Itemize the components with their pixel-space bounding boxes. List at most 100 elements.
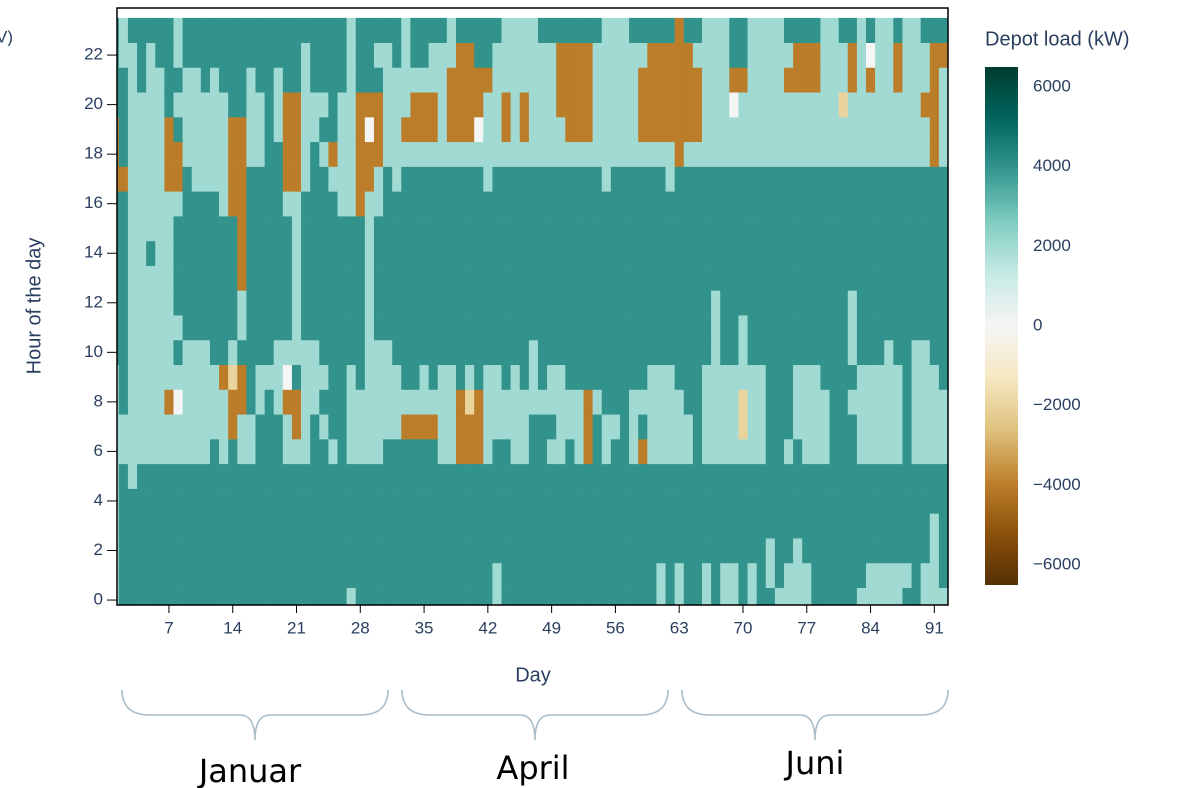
heatmap-cell [428, 414, 439, 440]
heatmap-cell [683, 463, 694, 489]
heatmap-cell [893, 339, 903, 366]
heatmap-cell [209, 414, 220, 440]
heatmap-cell [446, 216, 457, 242]
heatmap-cell [875, 116, 885, 143]
heatmap-cell [902, 240, 912, 266]
heatmap-cell [774, 92, 785, 118]
heatmap-cell [929, 290, 940, 316]
heatmap-cell [465, 364, 475, 390]
heatmap-cell [355, 216, 366, 242]
heatmap-cell [565, 92, 575, 118]
heatmap-cell [501, 414, 511, 440]
heatmap-cell [802, 290, 812, 316]
heatmap-cell [117, 315, 120, 341]
heatmap-cell [747, 463, 757, 489]
heatmap-cell [601, 587, 612, 605]
heatmap-cell [911, 587, 921, 605]
heatmap-cell [647, 562, 657, 588]
heatmap-cell [301, 67, 311, 93]
heatmap-cell [665, 92, 675, 118]
heatmap-cell [592, 116, 603, 143]
heatmap-cell [137, 42, 147, 68]
heatmap-cell [419, 463, 429, 489]
heatmap-cell [938, 240, 948, 266]
heatmap-cell [492, 17, 502, 43]
heatmap-cell [200, 587, 211, 605]
heatmap-cell [492, 191, 502, 217]
heatmap-cell [756, 463, 767, 489]
heatmap-cell [146, 17, 156, 43]
heatmap-cell [711, 463, 721, 489]
heatmap-cell [364, 67, 375, 93]
heatmap-cell [938, 92, 948, 118]
heatmap-cell [701, 562, 712, 588]
heatmap-cell [191, 414, 202, 440]
heatmap-cell [346, 290, 357, 316]
heatmap-cell [802, 67, 812, 93]
heatmap-cell [793, 414, 803, 440]
heatmap-cell [410, 389, 420, 415]
heatmap-cell [173, 17, 183, 43]
heatmap-cell [884, 67, 894, 93]
heatmap-cell [310, 587, 320, 605]
heatmap-cell [355, 562, 366, 588]
heatmap-cell [282, 364, 293, 390]
heatmap-cell [364, 538, 375, 564]
heatmap-cell [118, 116, 129, 143]
heatmap-cell [246, 414, 256, 440]
heatmap-cell [765, 587, 776, 605]
heatmap-cell [146, 488, 156, 514]
heatmap-cell [875, 439, 885, 465]
heatmap-cell [310, 315, 320, 341]
heatmap-cell [774, 538, 785, 564]
heatmap-cell [164, 67, 174, 93]
heatmap-cell [519, 92, 530, 118]
heatmap-cell [519, 116, 530, 143]
heatmap-cell [747, 92, 757, 118]
heatmap-cell [392, 513, 402, 539]
heatmap-cell [938, 364, 948, 390]
heatmap-cell [264, 42, 275, 68]
heatmap-cell [492, 141, 502, 167]
heatmap-cell [392, 116, 402, 143]
heatmap-cell [610, 240, 621, 266]
heatmap-cell [647, 414, 657, 440]
heatmap-cell [419, 290, 429, 316]
heatmap-cell [856, 166, 867, 192]
heatmap-cell [856, 191, 867, 217]
heatmap-cell [884, 290, 894, 316]
heatmap-cell [865, 240, 876, 266]
x-tick-label: 56 [606, 618, 625, 637]
colorbar [985, 67, 1018, 585]
heatmap-cell [501, 315, 511, 341]
heatmap-cell [264, 389, 275, 415]
heatmap-cell [829, 166, 839, 192]
heatmap-cell [510, 92, 521, 118]
heatmap-cell [774, 414, 785, 440]
heatmap-cell [337, 290, 347, 316]
heatmap-cell [701, 538, 712, 564]
heatmap-cell [117, 538, 120, 564]
heatmap-cell [738, 42, 748, 68]
heatmap-cell [610, 339, 621, 366]
heatmap-cell [437, 17, 448, 43]
heatmap-cell [510, 339, 521, 366]
heatmap-cell [446, 364, 457, 390]
colorbar-tick-label: 2000 [1033, 236, 1071, 255]
brace [401, 689, 669, 741]
heatmap-cell [583, 538, 593, 564]
heatmap-cell [829, 339, 839, 366]
heatmap-cell [255, 538, 265, 564]
heatmap-cell [310, 141, 320, 167]
heatmap-cell [692, 488, 703, 514]
heatmap-cell [209, 92, 220, 118]
heatmap-cell [392, 463, 402, 489]
heatmap-cell [164, 315, 174, 341]
heatmap-cell [337, 17, 347, 43]
heatmap-cell [483, 92, 493, 118]
heatmap-cell [911, 92, 921, 118]
heatmap-cell [264, 92, 275, 118]
heatmap-cell [683, 364, 694, 390]
heatmap-cell [483, 141, 493, 167]
heatmap-cell [592, 67, 603, 93]
